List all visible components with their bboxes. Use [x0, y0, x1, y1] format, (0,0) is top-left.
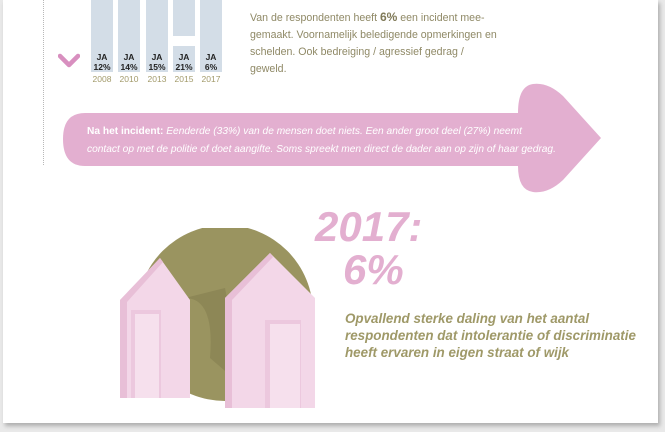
year-label: 2015 — [174, 74, 194, 84]
headline-value: 6% — [343, 246, 404, 293]
arrow-label: Na het incident: — [87, 126, 164, 137]
bar-answer: JA — [205, 52, 217, 62]
headline-year: 2017: — [315, 203, 423, 250]
bar-answer: JA — [178, 52, 190, 62]
bar-percent: 21% — [175, 62, 193, 72]
intro-after: een incident mee-gemaakt. Voornamelijk b… — [250, 12, 497, 75]
bar-percent: 12% — [93, 62, 111, 72]
bar-2010: JA 14% — [118, 0, 140, 72]
arrow-text: Na het incident: Eenderde (33%) van de m… — [87, 123, 557, 159]
arrow-right-icon — [63, 83, 601, 193]
description-text: Opvallend sterke daling van het aantal r… — [345, 311, 636, 360]
dotted-divider — [43, 0, 44, 165]
two-houses-icon — [120, 228, 315, 408]
year-label: 2013 — [147, 74, 167, 84]
intro-paragraph: Van de respondenten heeft 6% een inciden… — [250, 9, 500, 78]
bar-answer: JA — [96, 52, 108, 62]
chevron-down-icon — [58, 53, 80, 68]
bar-2015-notch — [173, 36, 195, 46]
bar-percent: 14% — [120, 62, 138, 72]
bar-percent: 6% — [204, 62, 218, 72]
arrow-body: Eenderde (33%) van de mensen doet niets.… — [87, 126, 556, 155]
infographic-page: JA 12% JA 14% JA 15% JA 21% JA 6% 2008 2… — [3, 0, 658, 423]
bar-2017: JA 6% — [200, 0, 222, 72]
intro-before: Van de respondenten heeft — [250, 12, 380, 24]
bar-answer: JA — [123, 52, 135, 62]
bar-percent: 15% — [148, 62, 166, 72]
bar-answer: JA — [151, 52, 163, 62]
year-label: 2008 — [92, 74, 112, 84]
year-label: 2017 — [201, 74, 221, 84]
intro-highlight: 6% — [379, 10, 398, 24]
bar-2008: JA 12% — [91, 0, 113, 72]
year-label: 2010 — [119, 74, 139, 84]
bar-2013: JA 15% — [146, 0, 168, 72]
